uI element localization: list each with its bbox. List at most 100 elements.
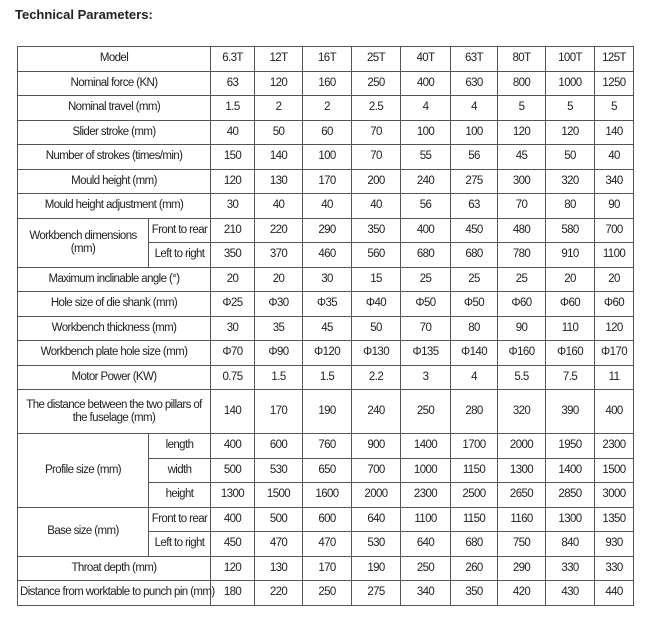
value-cell: 220 [254, 580, 304, 606]
value-cell: 680 [450, 531, 499, 557]
table-row: Mould height adjustment (mm) 30 40 40 40 56 63… [16, 193, 635, 219]
value-cell: 90 [497, 315, 547, 341]
value-cell: 190 [351, 555, 402, 581]
value-cell: 1400 [400, 433, 452, 459]
value-cell: Φ30 [254, 291, 304, 317]
value-cell: 40 [594, 144, 635, 170]
value-cell: 35 [254, 315, 304, 341]
sub-label: Front to rear [147, 217, 212, 243]
value-cell: 5.5 [497, 364, 547, 390]
title: Technical Parameters: [15, 7, 153, 22]
value-cell: Φ50 [450, 291, 499, 317]
value-cell: 780 [497, 242, 547, 268]
value-cell: 40 [302, 193, 353, 219]
value-cell: 15 [351, 266, 402, 292]
value-cell: 60 [302, 119, 353, 145]
table-row: Workbench thickness (mm) 30 35 45 50 70 80 90 11… [16, 315, 635, 341]
value-cell: 760 [302, 433, 353, 459]
value-cell: 50 [545, 144, 596, 170]
sub-label: Front to rear [147, 506, 212, 532]
value-cell: 800 [497, 70, 547, 96]
value-cell: 530 [254, 457, 304, 483]
value-cell: 840 [545, 531, 596, 557]
value-cell: 100 [302, 144, 353, 170]
value-cell: 70 [497, 193, 547, 219]
value-cell: 280 [450, 389, 499, 434]
value-cell: 250 [351, 70, 402, 96]
value-cell: 290 [497, 555, 547, 581]
group-label: Profile size (mm) [17, 433, 149, 508]
value-cell: 4 [450, 364, 499, 390]
value-cell: 1300 [545, 506, 596, 532]
value-cell: Φ135 [400, 340, 452, 366]
value-cell: 100 [400, 119, 452, 145]
value-cell: 1500 [254, 482, 304, 508]
value-cell: 680 [450, 242, 499, 268]
table-row: Left to right 450 470 470 530 640 680 750 840 930 [18, 531, 635, 557]
value-cell: 320 [497, 389, 547, 434]
sub-label: width [147, 457, 212, 483]
value-cell: 120 [210, 168, 256, 194]
value-cell: 240 [351, 389, 402, 434]
table-row: width 500 530 650 700 1000 1150 1300 1400 1500 [18, 457, 635, 483]
value-cell: 120 [594, 315, 635, 341]
value-cell: 80 [450, 315, 499, 341]
value-cell: 1300 [210, 482, 256, 508]
value-cell: 1000 [400, 457, 452, 483]
value-cell: 140 [210, 389, 256, 434]
value-cell: 250 [400, 389, 452, 434]
value-cell: 25 [497, 266, 547, 292]
value-cell: 330 [545, 555, 596, 581]
group-label: Workbench dimensions (mm) [17, 217, 149, 268]
table-row: Number of strokes (times/min) 150 140 100 70… [16, 144, 635, 170]
group-label: Base size (mm) [17, 506, 149, 557]
value-cell: Φ140 [450, 340, 499, 366]
value-cell: 2.5 [351, 95, 402, 121]
value-cell: 240 [400, 168, 452, 194]
value-cell: 640 [400, 531, 452, 557]
value-cell: Φ25 [210, 291, 256, 317]
table-row: Distance from worktable to punch pin (mm… [16, 580, 635, 606]
value-cell: 1700 [450, 433, 499, 459]
value-cell: 340 [400, 580, 452, 606]
value-cell: 370 [254, 242, 304, 268]
value-cell: 220 [254, 217, 304, 243]
table-row: height 1300 1500 1600 2000 2300 2500 2650 2850 30… [18, 482, 635, 508]
table-row: Model 6.3T 12T 16T 25T 40T 63T 80T 100T 125T [16, 46, 635, 72]
value-cell: 450 [210, 531, 256, 557]
value-cell: 40 [254, 193, 304, 219]
value-cell: 250 [400, 555, 452, 581]
value-cell: 530 [351, 531, 402, 557]
table-row: The distance between the two pillars of … [16, 389, 635, 434]
row-label: Mould height adjustment (mm) [16, 193, 212, 219]
value-cell: 4 [450, 95, 499, 121]
value-cell: Φ90 [254, 340, 304, 366]
value-cell: 250 [302, 580, 353, 606]
value-cell: 30 [302, 266, 353, 292]
value-cell: Φ40 [351, 291, 402, 317]
value-cell: 2650 [497, 482, 547, 508]
value-cell: 2500 [450, 482, 499, 508]
value-cell: 650 [302, 457, 353, 483]
value-cell: 400 [400, 70, 452, 96]
table-row: Maximum inclinable angle (°) 20 20 30 15 25 25… [16, 266, 635, 292]
value-cell: 25 [450, 266, 499, 292]
value-cell: Φ160 [497, 340, 547, 366]
value-cell: 330 [594, 555, 635, 581]
value-cell: 480 [497, 217, 547, 243]
value-cell: 2 [254, 95, 304, 121]
value-cell: 320 [545, 168, 596, 194]
value-cell: 45 [302, 315, 353, 341]
value-cell: 700 [594, 217, 635, 243]
value-cell: 63 [210, 70, 256, 96]
sub-label: Left to right [147, 531, 212, 557]
value-cell: 7.5 [545, 364, 596, 390]
value-cell: 50 [254, 119, 304, 145]
value-cell: 930 [594, 531, 635, 557]
value-cell: 600 [254, 433, 304, 459]
row-label: The distance between the two pillars of … [16, 389, 212, 434]
value-cell: 40 [351, 193, 402, 219]
value-cell: 125T [594, 46, 635, 72]
value-cell: 640 [351, 506, 402, 532]
